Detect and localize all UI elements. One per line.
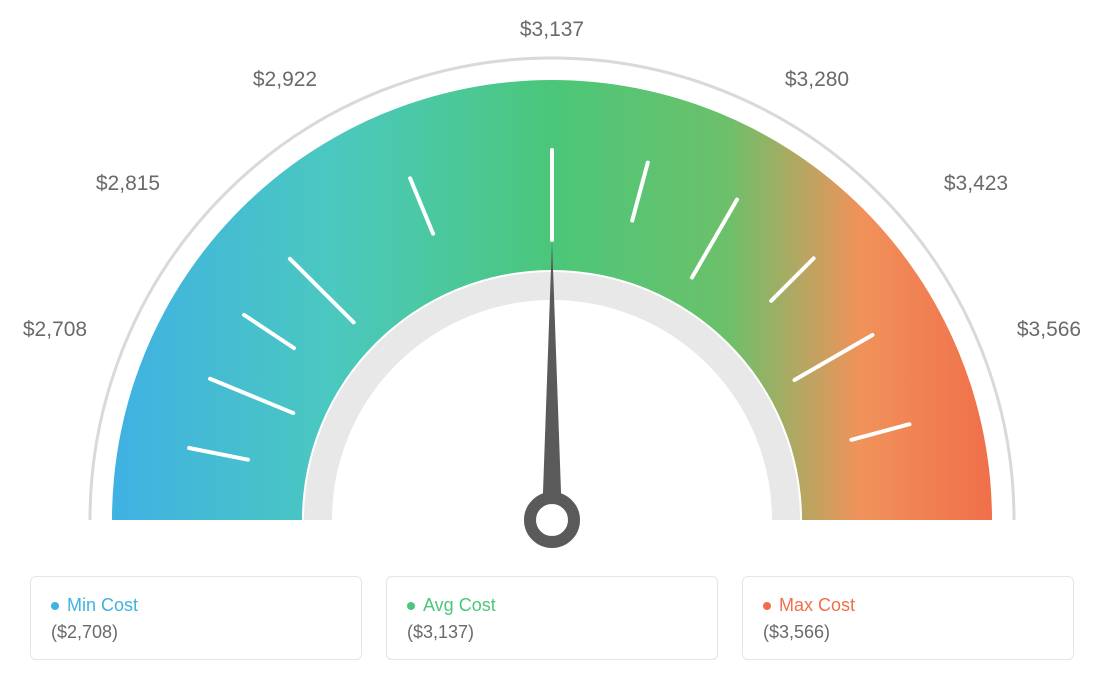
gauge-svg [0,0,1104,560]
tick-label: $2,815 [96,172,160,196]
tick-label: $3,423 [944,172,1008,196]
tick-label: $2,922 [253,68,317,92]
tick-label: $3,280 [785,68,849,92]
max-dot-icon [763,602,771,610]
needle-hub [530,498,574,542]
min-cost-title: Min Cost [67,595,138,616]
avg-dot-icon [407,602,415,610]
min-cost-value: ($2,708) [51,622,341,643]
gauge-area: $2,708 $2,815 $2,922 $3,137 $3,280 $3,423 $3,5… [0,0,1104,560]
max-cost-card: Max Cost ($3,566) [742,576,1074,660]
min-cost-card: Min Cost ($2,708) [30,576,362,660]
card-header: Max Cost [763,595,1053,616]
gauge-chart-container: $2,708 $2,815 $2,922 $3,137 $3,280 $3,423 $3,5… [0,0,1104,690]
min-dot-icon [51,602,59,610]
card-header: Min Cost [51,595,341,616]
card-header: Avg Cost [407,595,697,616]
max-cost-value: ($3,566) [763,622,1053,643]
tick-label: $2,708 [23,318,87,342]
avg-cost-card: Avg Cost ($3,137) [386,576,718,660]
max-cost-title: Max Cost [779,595,855,616]
avg-cost-title: Avg Cost [423,595,496,616]
tick-label: $3,137 [520,18,584,42]
avg-cost-value: ($3,137) [407,622,697,643]
summary-cards: Min Cost ($2,708) Avg Cost ($3,137) Max … [30,576,1074,660]
tick-label: $3,566 [1017,318,1081,342]
